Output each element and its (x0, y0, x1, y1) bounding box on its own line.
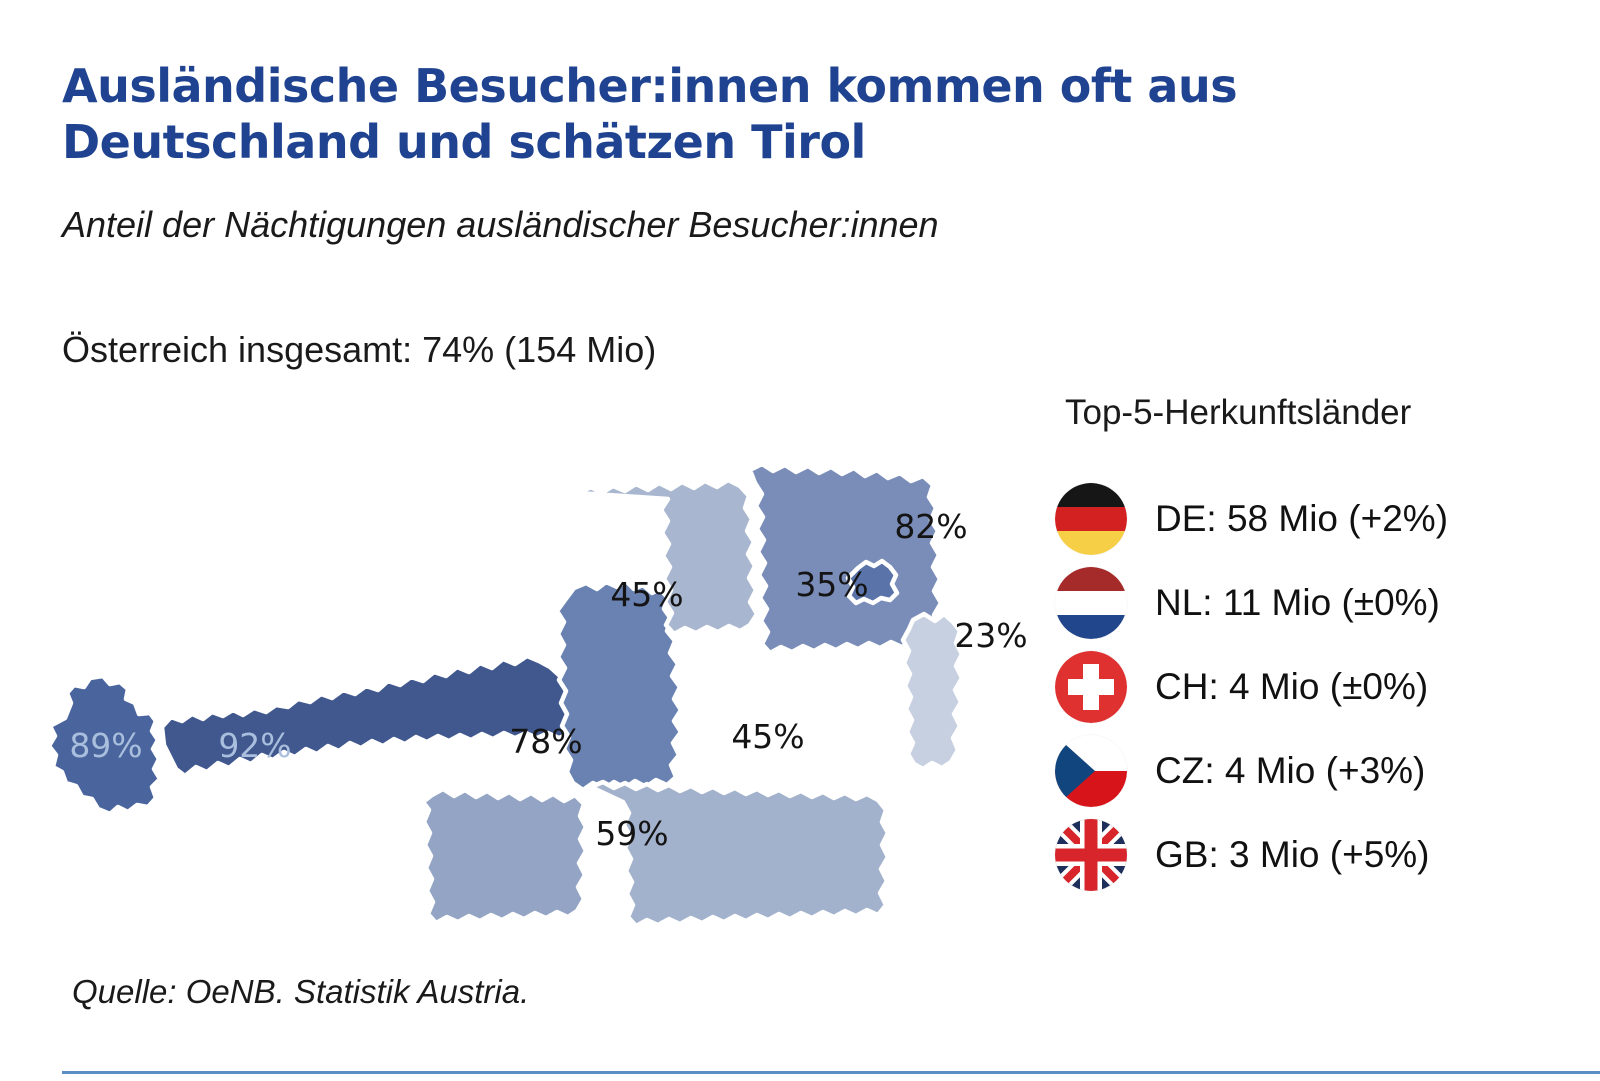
legend-item-ch[interactable]: CH: 4 Mio (±0%) (1055, 645, 1575, 729)
region-wien[interactable] (845, 558, 900, 606)
region-kaernten[interactable] (420, 786, 589, 926)
bottom-divider (62, 1071, 1600, 1074)
austria-choropleth-map: 89% 92% 78% 45% 35% 82% 23% 45% 59% (40, 435, 1030, 935)
map-svg: 89% 92% 78% 45% 35% 82% 23% 45% 59% (46, 461, 1028, 929)
map-value-wien: 82% (894, 507, 967, 546)
map-value-salzburg: 78% (509, 722, 582, 761)
map-value-oberoesterreich: 45% (610, 575, 683, 614)
legend-label-cz: CZ: 4 Mio (+3%) (1155, 750, 1426, 791)
region-salzburg[interactable] (554, 578, 684, 793)
flag-gb-icon (1055, 819, 1127, 891)
legend-label-ch: CH: 4 Mio (±0%) (1155, 666, 1429, 707)
map-value-burgenland: 23% (954, 616, 1027, 655)
region-vorarlberg[interactable] (46, 673, 163, 817)
flag-nl-icon (1055, 567, 1127, 639)
legend-item-nl[interactable]: NL: 11 Mio (±0%) (1055, 561, 1575, 645)
region-oberoesterreich[interactable] (576, 477, 760, 637)
region-burgenland[interactable] (900, 611, 965, 772)
page-title: Ausländische Besucher:innen kommen oft a… (62, 59, 1238, 170)
legend-label-gb: GB: 3 Mio (+5%) (1155, 834, 1430, 875)
legend-title: Top-5-Herkunftsländer (1065, 393, 1412, 432)
legend-panel: Top-5-Herkunftsländer DE: 58 Mio (+2%) N… (1055, 393, 1575, 897)
legend-item-gb[interactable]: GB: 3 Mio (+5%) (1055, 813, 1575, 897)
source-note: Quelle: OeNB. Statistik Austria. (72, 973, 530, 1010)
legend-label-de: DE: 58 Mio (+2%) (1155, 498, 1449, 539)
legend-label-nl: NL: 11 Mio (±0%) (1155, 582, 1440, 623)
flag-ch-icon (1055, 651, 1127, 723)
map-value-tirol: 92% (218, 726, 291, 765)
page-subtitle: Anteil der Nächtigungen ausländischer Be… (62, 204, 939, 245)
map-value-steiermark: 45% (731, 717, 804, 756)
legend-item-cz[interactable]: CZ: 4 Mio (+3%) (1055, 729, 1575, 813)
map-value-niederoesterreich: 35% (795, 565, 868, 604)
flag-cz-icon (1055, 735, 1127, 807)
national-total-text: Österreich insgesamt: 74% (154 Mio) (62, 329, 657, 370)
map-value-kaernten: 59% (595, 814, 668, 853)
legend-item-de[interactable]: DE: 58 Mio (+2%) (1055, 477, 1575, 561)
map-value-vorarlberg: 89% (69, 726, 142, 765)
region-steiermark[interactable] (588, 779, 891, 929)
flag-de-icon (1055, 483, 1127, 555)
